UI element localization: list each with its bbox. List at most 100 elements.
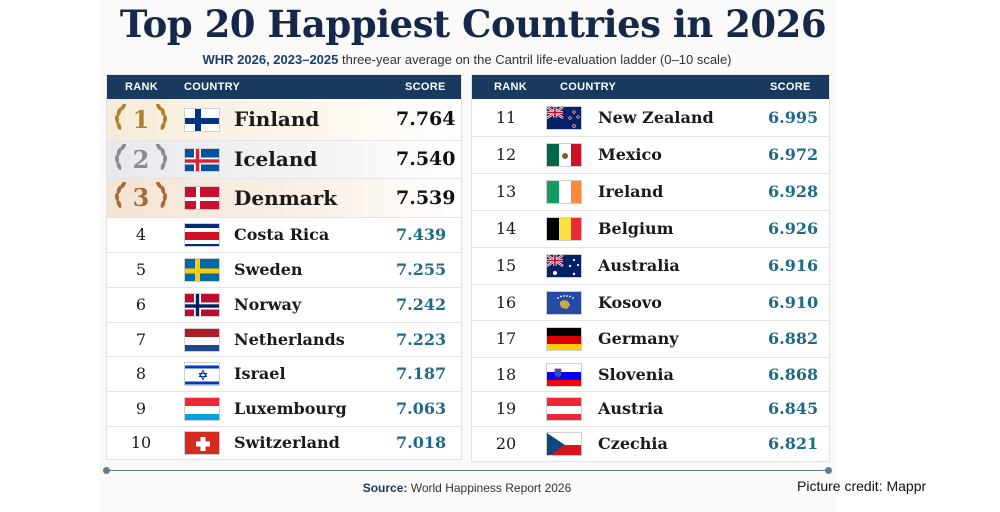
country-name: Kosovo — [598, 293, 662, 312]
kosovo-flag-icon — [546, 290, 582, 315]
country-name: Luxembourg — [234, 399, 347, 418]
country-name: Denmark — [234, 186, 338, 210]
mexico-flag-icon — [546, 143, 582, 167]
score-value: 7.540 — [396, 148, 456, 170]
table-row: 15 Australia 6.916 — [472, 248, 829, 285]
table-row: 13 Ireland 6.928 — [472, 174, 829, 211]
table-row: 3 Denmark 7.539 — [107, 179, 461, 218]
table-row: 20 Czechia 6.821 — [472, 427, 829, 461]
table-row: 19 Austria 6.845 — [472, 392, 829, 427]
country-name: Switzerland — [234, 433, 340, 452]
rank-number: 19 — [495, 399, 517, 418]
rank-number: 7 — [135, 330, 147, 349]
table-row: 2 Iceland 7.540 — [107, 141, 461, 179]
table-row: 10 Switzerland 7.018 — [107, 427, 461, 459]
norway-flag-icon — [184, 293, 220, 317]
germany-flag-icon — [546, 327, 582, 351]
netherlands-flag-icon — [184, 327, 220, 352]
subtitle: WHR 2026, 2023–2025 three-year average o… — [0, 52, 934, 67]
ranking-table-right: RANK COUNTRY SCORE 11 New Zealand 6.995 12 M… — [471, 74, 830, 462]
score-value: 6.995 — [768, 108, 819, 127]
header-rank: RANK — [125, 81, 158, 93]
country-name: Netherlands — [234, 330, 345, 349]
table-row: 14 Belgium 6.926 — [472, 211, 829, 248]
luxembourg-flag-icon — [184, 397, 220, 421]
country-name: Czechia — [598, 434, 668, 453]
table-row: 1 Finland 7.764 — [107, 99, 461, 141]
score-value: 6.845 — [768, 399, 819, 418]
score-value: 6.916 — [768, 256, 819, 275]
score-value: 7.764 — [396, 108, 456, 130]
table-row: 8 Israel 7.187 — [107, 357, 461, 392]
table-row: 12 Mexico 6.972 — [472, 137, 829, 174]
header-country: COUNTRY — [184, 81, 241, 93]
bronze-medal-icon: 3 — [113, 182, 169, 214]
country-name: Ireland — [598, 182, 664, 201]
austria-flag-icon — [546, 397, 582, 421]
header-country: COUNTRY — [560, 81, 617, 93]
score-value: 7.223 — [396, 330, 447, 349]
table-row: 6 Norway 7.242 — [107, 288, 461, 323]
switzerland-flag-icon — [184, 431, 220, 455]
sweden-flag-icon — [184, 258, 220, 282]
slovenia-flag-icon — [546, 362, 582, 387]
country-name: Austria — [598, 399, 664, 418]
table-row: 9 Luxembourg 7.063 — [107, 392, 461, 427]
source-note: Source: World Happiness Report 2026 — [0, 481, 934, 495]
rank-number: 8 — [135, 364, 147, 383]
subtitle-description: three-year average on the Cantril life-e… — [342, 52, 732, 67]
score-value: 6.928 — [768, 182, 819, 201]
table-header: RANK COUNTRY SCORE — [107, 75, 461, 99]
gold-medal-icon: 1 — [113, 103, 169, 136]
rank-number: 4 — [135, 225, 147, 244]
divider-dot-left — [103, 467, 110, 474]
score-value: 7.242 — [396, 295, 447, 314]
rank-number: 6 — [135, 295, 147, 314]
rank-number: 17 — [495, 329, 517, 348]
table-row: 7 Netherlands 7.223 — [107, 323, 461, 357]
rank-number: 13 — [495, 182, 517, 201]
score-value: 6.868 — [768, 365, 819, 384]
subtitle-period: WHR 2026, 2023–2025 — [202, 52, 339, 67]
score-value: 6.910 — [768, 293, 819, 312]
rank-number: 12 — [495, 145, 517, 164]
table-row: 5 Sweden 7.255 — [107, 253, 461, 288]
page-title: Top 20 Happiest Countries in 2026 — [119, 2, 827, 46]
score-value: 6.882 — [768, 329, 819, 348]
divider-dot-right — [825, 467, 832, 474]
rank-number: 15 — [495, 256, 517, 275]
rank-number: 5 — [135, 260, 147, 279]
header-rank: RANK — [494, 81, 527, 93]
rank-number: 9 — [135, 399, 147, 418]
header-score: SCORE — [770, 81, 811, 93]
rank-number: 14 — [495, 219, 517, 238]
iceland-flag-icon — [184, 147, 220, 172]
rank-number: 18 — [495, 365, 517, 384]
source-label: Source: — [362, 481, 408, 495]
score-value: 7.063 — [396, 399, 447, 418]
finland-flag-icon — [184, 107, 220, 132]
table-header: RANK COUNTRY SCORE — [472, 75, 829, 99]
new-zealand-flag-icon — [546, 105, 582, 130]
country-name: Germany — [598, 329, 679, 348]
rank-number: 20 — [495, 434, 517, 453]
table-row: 11 New Zealand 6.995 — [472, 99, 829, 137]
table-row: 18 Slovenia 6.868 — [472, 358, 829, 392]
footer-divider — [106, 470, 828, 471]
country-name: Sweden — [234, 260, 303, 279]
country-name: Israel — [234, 364, 286, 383]
rank-number: 16 — [495, 293, 517, 312]
country-name: Finland — [234, 107, 320, 131]
ranking-table-left: RANK COUNTRY SCORE 1 Finland 7.764 2 Iceland… — [106, 74, 462, 460]
country-name: Belgium — [598, 219, 674, 238]
table-body: 1 Finland 7.764 2 Iceland 7.540 3 Denmark 7.539 4… — [107, 99, 461, 459]
rank-number: 10 — [130, 433, 152, 452]
australia-flag-icon — [546, 254, 582, 278]
source-text: World Happiness Report 2026 — [410, 481, 572, 495]
silver-medal-icon: 2 — [113, 143, 169, 176]
rank-number: 11 — [495, 108, 517, 127]
table-row: 17 Germany 6.882 — [472, 321, 829, 358]
rank-number: 3 — [132, 183, 150, 212]
table-row: 16 Kosovo 6.910 — [472, 285, 829, 321]
score-value: 7.255 — [396, 260, 447, 279]
